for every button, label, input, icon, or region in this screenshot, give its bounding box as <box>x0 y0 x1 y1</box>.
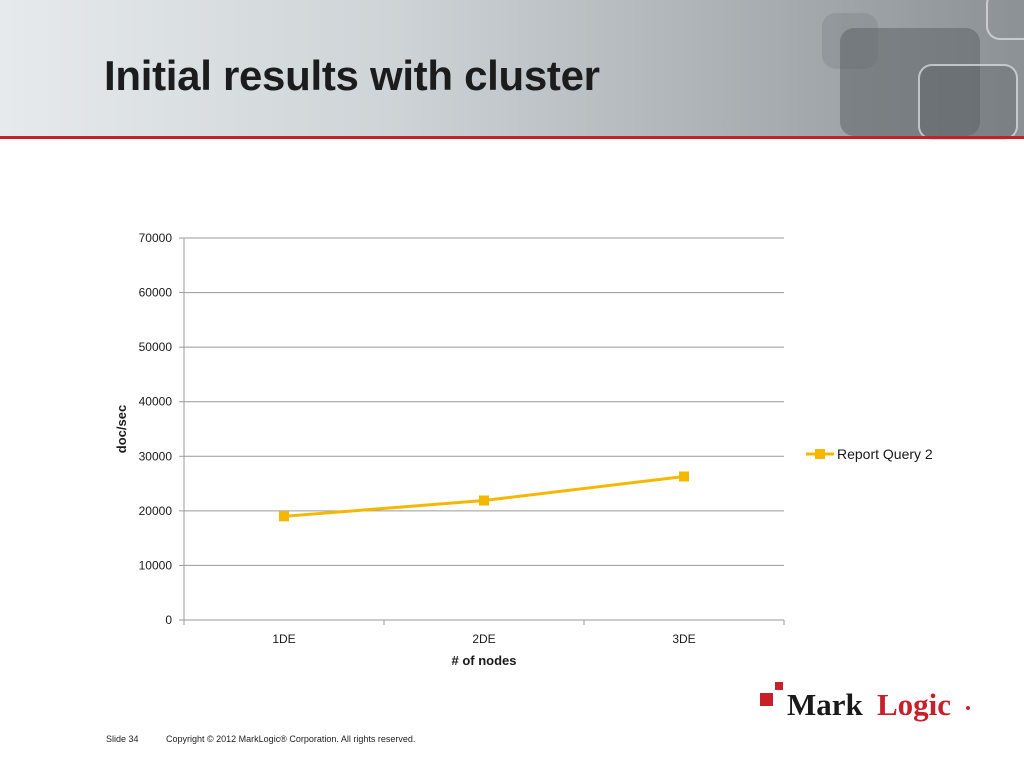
legend-marker <box>815 449 825 459</box>
logo-text-mark: Mark <box>787 687 864 722</box>
header-band <box>0 0 1024 140</box>
logo-mark-square-small <box>775 682 783 690</box>
y-tick-label: 20000 <box>139 504 173 518</box>
footer-slide-number: Slide 34 <box>106 734 139 744</box>
data-point-marker <box>479 495 489 506</box>
header-divider <box>0 136 1024 139</box>
chart-axes: 0 10000 20000 30000 40000 50000 60000 70000 1DE 2… <box>139 231 785 646</box>
data-point-marker <box>679 471 689 482</box>
y-tick-label: 40000 <box>139 395 173 409</box>
slide-title: Initial results with cluster <box>104 52 600 99</box>
x-axis-label: # of nodes <box>451 653 516 668</box>
y-tick-label: 60000 <box>139 286 173 300</box>
y-tick-label: 50000 <box>139 340 173 354</box>
x-tick-label: 2DE <box>472 632 495 646</box>
decorative-square <box>986 0 1024 40</box>
chart-legend: Report Query 2 <box>806 446 933 462</box>
y-tick-label: 0 <box>165 613 172 627</box>
logo-dot <box>966 706 970 710</box>
legend-label: Report Query 2 <box>837 446 933 462</box>
chart-series <box>279 471 689 522</box>
logo-text-logic: Logic <box>877 687 951 722</box>
y-tick-label: 30000 <box>139 449 173 463</box>
y-axis-label: doc/sec <box>114 405 129 453</box>
y-tick-label: 70000 <box>139 231 173 245</box>
chart-gridlines <box>184 237 784 621</box>
decorative-square <box>840 28 980 136</box>
x-tick-label: 3DE <box>672 632 695 646</box>
y-tick-label: 10000 <box>139 558 173 572</box>
x-tick-label: 1DE <box>272 632 295 646</box>
data-point-marker <box>279 511 289 522</box>
marklogic-logo: Mark Logic <box>760 682 970 722</box>
footer-copyright: Copyright © 2012 MarkLogic® Corporation.… <box>166 734 416 744</box>
decorative-square <box>918 64 1018 140</box>
logo-mark-square-large <box>760 693 773 706</box>
